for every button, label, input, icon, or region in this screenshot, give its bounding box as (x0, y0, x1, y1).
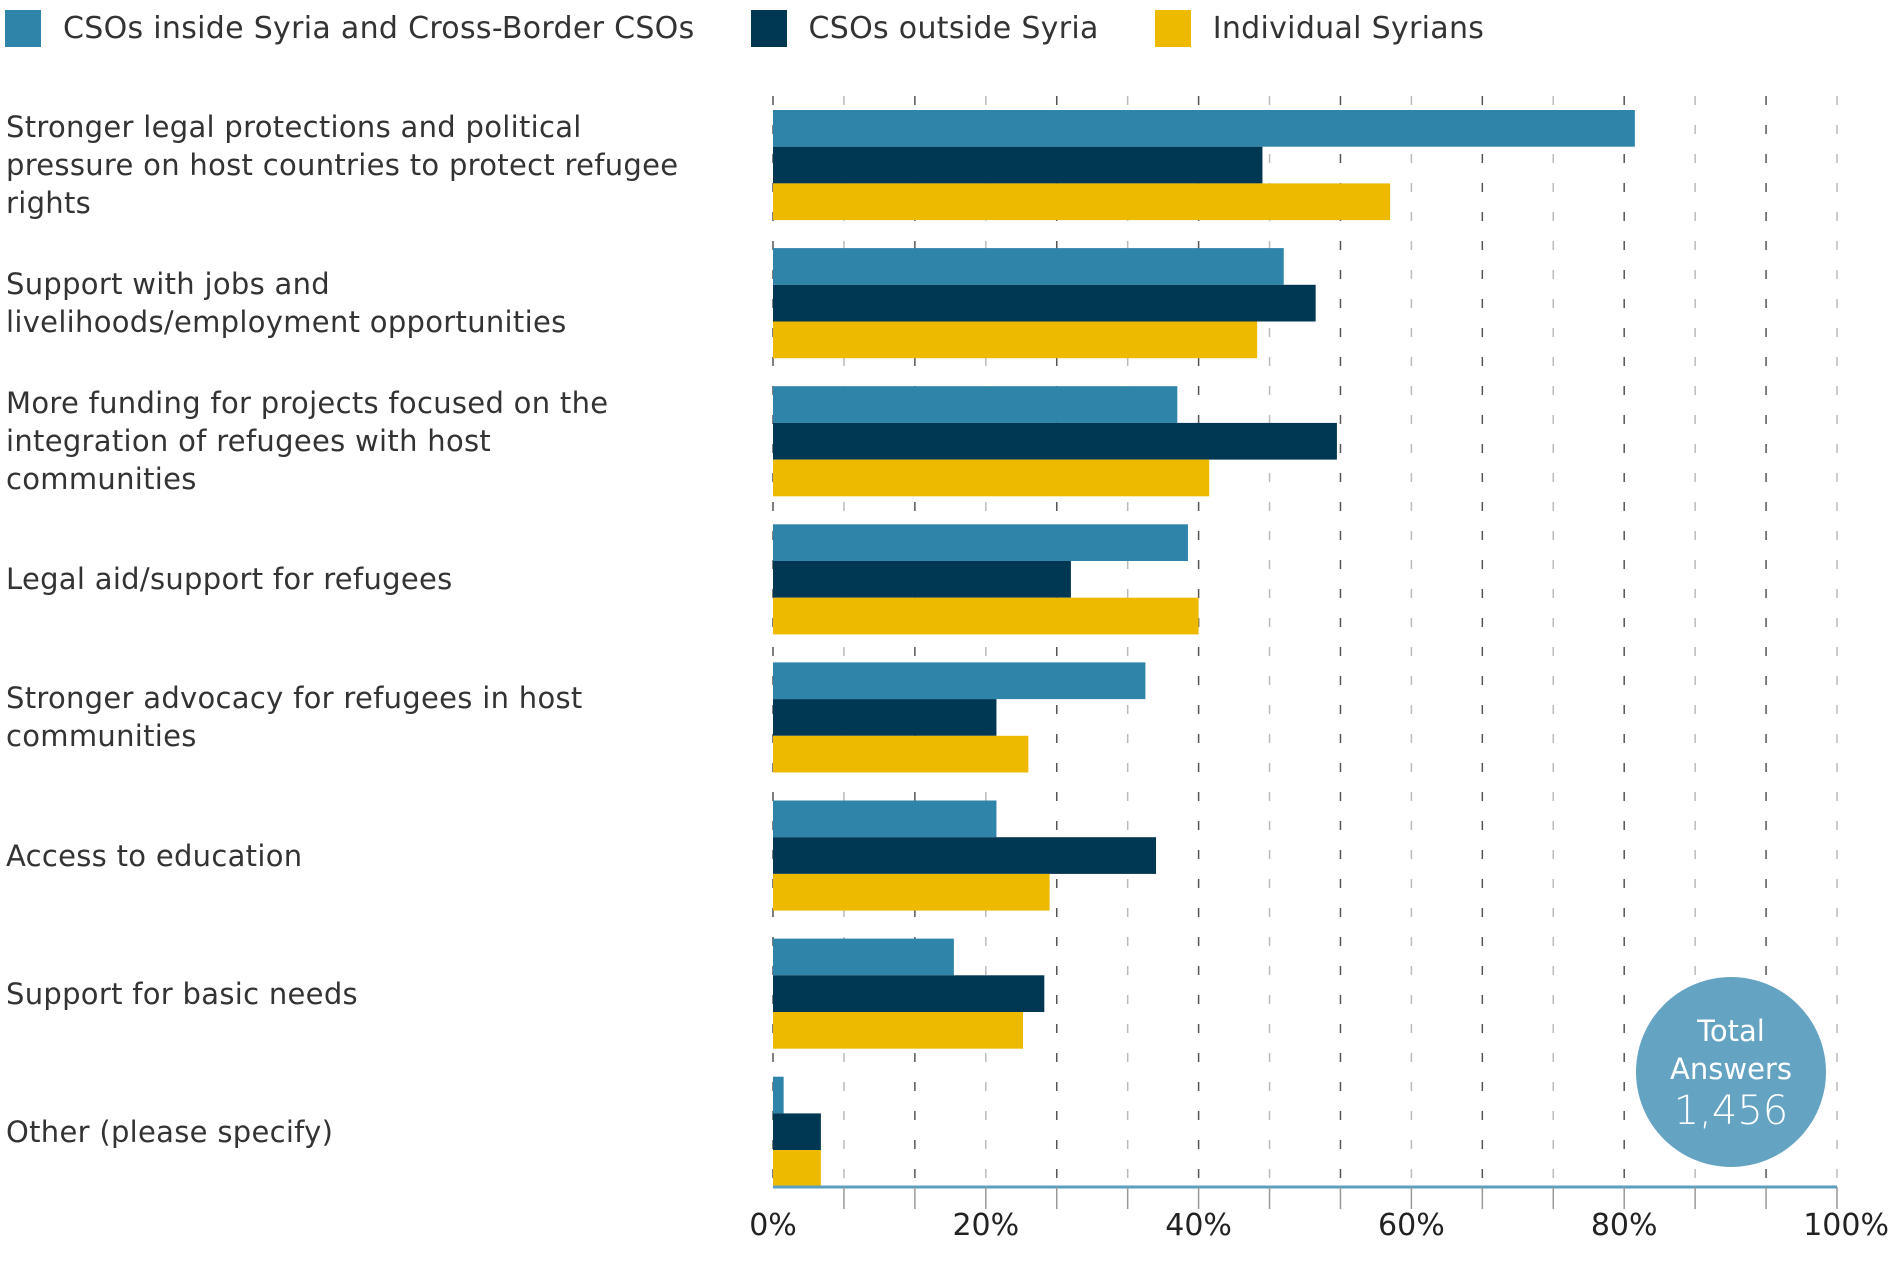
legend-label: Individual Syrians (1212, 10, 1485, 46)
category-label-line: Support with jobs and (6, 267, 330, 302)
bar-outside-syria (773, 837, 1157, 874)
bar-individual-syrians (773, 1012, 1024, 1049)
category-label: More funding for projects focused on the… (6, 384, 746, 498)
legend: CSOs inside Syria and Cross-Border CSOs … (5, 8, 1540, 48)
category-label-line: Legal aid/support for refugees (6, 562, 453, 597)
bar-outside-syria (773, 1113, 821, 1151)
bar-individual-syrians (773, 597, 1199, 635)
legend-item-inside-syria[interactable]: CSOs inside Syria and Cross-Border CSOs (5, 9, 695, 47)
x-tick-label: 40% (1165, 1208, 1232, 1243)
bar-outside-syria (773, 975, 1045, 1012)
badge-value: 1,456 (1673, 1088, 1789, 1134)
x-tick-label: 0% (749, 1208, 797, 1243)
bar-individual-syrians (773, 183, 1391, 221)
category-label-line: Other (please specify) (6, 1114, 334, 1149)
category-label-line: pressure on host countries to protect re… (6, 148, 679, 183)
bar-individual-syrians (773, 1150, 821, 1187)
badge-line2: Answers (1670, 1052, 1792, 1086)
bar-inside-syria (773, 110, 1635, 147)
bar-inside-syria (773, 1076, 784, 1114)
bar-inside-syria (773, 938, 954, 976)
bar-outside-syria (773, 699, 997, 736)
category-label-line: communities (6, 719, 197, 754)
bar-inside-syria (773, 248, 1284, 285)
bar-individual-syrians (773, 459, 1210, 497)
legend-swatch (750, 9, 787, 47)
bar-individual-syrians (773, 873, 1050, 911)
bar-outside-syria (773, 284, 1316, 322)
bars (773, 110, 1635, 1187)
badge-line1: Total (1697, 1014, 1765, 1048)
category-label: Stronger legal protections and political… (6, 108, 746, 222)
legend-label: CSOs outside Syria (808, 10, 1099, 46)
x-tick-label: 80% (1591, 1208, 1658, 1243)
legend-swatch (5, 9, 41, 47)
category-label: Support with jobs and livelihoods/employm… (6, 265, 746, 341)
category-label-line: integration of refugees with host (6, 424, 492, 459)
total-answers-badge: Total Answers 1,456 (1636, 977, 1826, 1167)
bar-outside-syria (773, 146, 1263, 184)
bar-outside-syria (773, 561, 1071, 598)
category-label-line: More funding for projects focused on the (6, 386, 609, 421)
category-label-line: Support for basic needs (6, 976, 358, 1011)
category-label-line: Stronger advocacy for refugees in host (6, 681, 583, 716)
bar-outside-syria (773, 422, 1337, 460)
category-label: Stronger advocacy for refugees in host co… (6, 679, 746, 755)
category-label-line: Stronger legal protections and political (6, 110, 582, 145)
bar-inside-syria (773, 386, 1178, 423)
category-label-line: rights (6, 186, 92, 221)
bar-individual-syrians (773, 321, 1258, 359)
bar-individual-syrians (773, 735, 1029, 773)
x-tick-label: 60% (1378, 1208, 1445, 1243)
bar-inside-syria (773, 524, 1188, 561)
category-label: Access to education (6, 837, 746, 875)
bar-inside-syria (773, 800, 997, 838)
category-label: Other (please specify) (6, 1113, 746, 1151)
legend-item-individual-syrians[interactable]: Individual Syrians (1154, 9, 1485, 47)
category-label: Support for basic needs (6, 975, 746, 1013)
x-axis: 0% 20% 40% 60% 80% 100% (749, 1185, 1889, 1243)
x-tick-label: 20% (952, 1208, 1019, 1243)
category-label: Legal aid/support for refugees (6, 560, 746, 598)
category-label-line: Access to education (6, 838, 303, 873)
bar-inside-syria (773, 662, 1146, 700)
x-tick-label: 100% (1803, 1208, 1889, 1243)
category-label-line: livelihoods/employment opportunities (6, 305, 567, 340)
legend-swatch (1154, 9, 1191, 47)
legend-item-outside-syria[interactable]: CSOs outside Syria (750, 9, 1099, 47)
legend-label: CSOs inside Syria and Cross-Border CSOs (63, 10, 695, 46)
category-label-line: communities (6, 462, 197, 497)
